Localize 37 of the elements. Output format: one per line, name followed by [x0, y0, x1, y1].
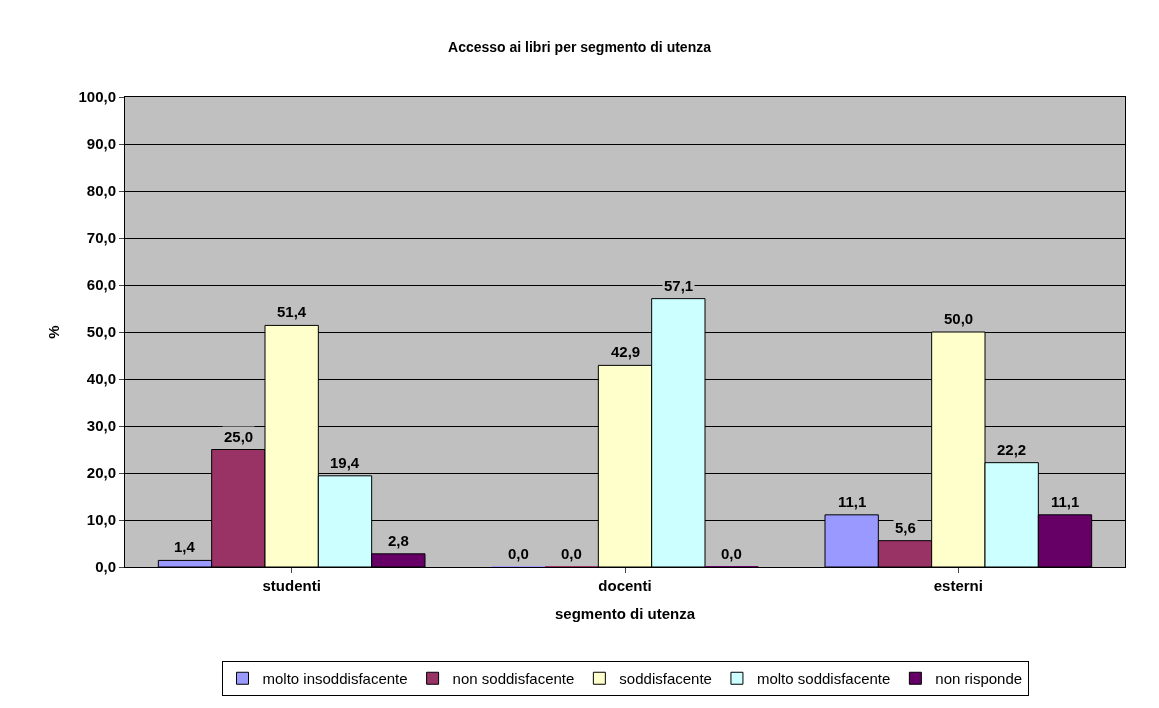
data-label: 22,2	[997, 441, 1027, 458]
data-label: 51,4	[277, 303, 307, 320]
data-label: 2,8	[388, 532, 409, 549]
y-tick-label: 70,0	[86, 229, 116, 247]
legend-label: non soddisfacente	[452, 670, 575, 688]
y-axis-title: %	[44, 325, 62, 339]
x-tick-label: esterni	[933, 577, 983, 594]
legend-label: molto insoddisfacente	[262, 670, 408, 688]
y-tick-label: 60,0	[86, 276, 116, 294]
data-label: 11,1	[1051, 493, 1080, 510]
data-label: 50,0	[944, 310, 974, 327]
y-tick-label: 40,0	[86, 370, 116, 388]
chart-title: Accesso ai libri per segmento di utenza	[448, 39, 712, 56]
y-tick-label: 50,0	[86, 323, 116, 341]
data-label: 25,0	[224, 428, 254, 445]
data-label: 0,0	[721, 545, 742, 562]
legend-label: molto soddisfacente	[756, 670, 891, 688]
legend-label: non risponde	[935, 670, 1023, 688]
x-axis-title: segmento di utenza	[554, 605, 696, 622]
y-tick-label: 20,0	[86, 464, 116, 482]
data-label: 11,1	[838, 493, 867, 510]
x-tick-label: docenti	[598, 577, 652, 594]
data-label: 5,6	[895, 519, 916, 536]
y-tick-label: 80,0	[86, 182, 116, 200]
y-tick-label: 10,0	[86, 511, 116, 529]
data-label: 42,9	[611, 343, 641, 360]
y-tick-label: 90,0	[86, 135, 116, 153]
data-label: 1,4	[174, 538, 196, 555]
y-tick-label: 0,0	[95, 558, 116, 576]
data-label: 19,4	[330, 454, 360, 471]
data-label: 57,1	[664, 277, 694, 294]
legend-label: soddisfacente	[619, 670, 712, 688]
x-tick-label: studenti	[262, 577, 321, 594]
data-label: 0,0	[561, 545, 582, 562]
y-tick-label: 30,0	[86, 417, 116, 435]
data-label: 0,0	[508, 545, 529, 562]
y-tick-label: 100,0	[78, 88, 116, 106]
